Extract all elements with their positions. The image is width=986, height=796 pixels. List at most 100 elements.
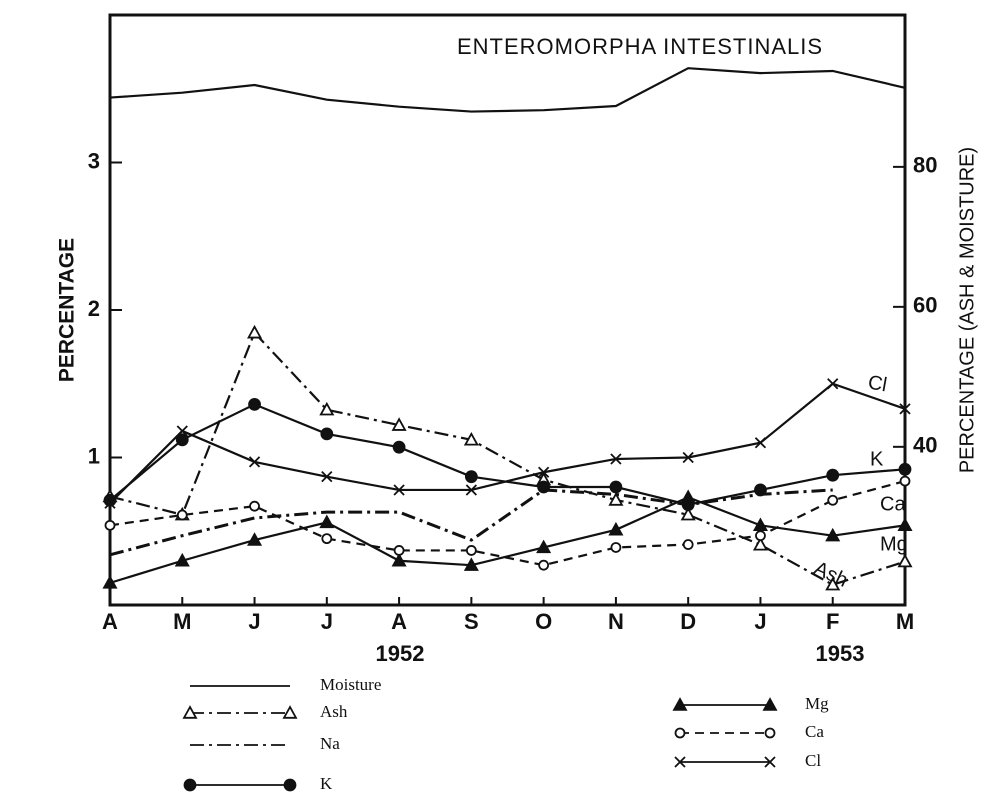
x-tick-label: S [464, 609, 479, 634]
marker [392, 440, 406, 454]
marker [825, 527, 841, 542]
marker [755, 530, 766, 542]
y2-tick-label: 40 [913, 433, 937, 458]
x-tick-label: M [896, 609, 914, 634]
series-inline-label: Ca [880, 493, 906, 515]
y2-tick-label: 60 [913, 293, 937, 318]
marker [393, 545, 405, 556]
marker [104, 497, 116, 509]
x-tick-label: A [102, 609, 118, 634]
marker [609, 480, 623, 494]
series-line [109, 403, 906, 506]
year-label: 1952 [376, 641, 425, 666]
marker [319, 401, 335, 416]
marker [682, 451, 694, 464]
year-label: 1953 [816, 641, 865, 666]
series-line [109, 496, 906, 584]
marker [674, 727, 686, 739]
series-inline-label: Cl [866, 371, 888, 396]
x-tick-label: J [248, 609, 260, 634]
x-tick-label: J [321, 609, 333, 634]
marker [610, 453, 622, 465]
marker [672, 697, 688, 711]
marker [249, 500, 260, 512]
series-inline-label: Mg [880, 533, 908, 555]
marker [103, 493, 117, 507]
marker [391, 552, 407, 567]
legend-label: Na [320, 734, 340, 753]
series-line [109, 330, 906, 586]
marker [536, 539, 552, 554]
y2-axis-label: PERCENTAGE (ASH & MOISTURE) [956, 147, 978, 473]
marker [174, 552, 190, 567]
series-inline-label: K [870, 448, 884, 470]
marker [827, 494, 839, 506]
marker [183, 778, 197, 792]
marker [321, 471, 333, 483]
marker [464, 470, 478, 484]
marker [608, 521, 624, 536]
marker [176, 425, 188, 437]
marker [104, 519, 116, 531]
marker [465, 545, 477, 556]
marker [393, 484, 405, 496]
marker [182, 705, 198, 719]
marker [754, 483, 767, 497]
marker [608, 492, 624, 506]
marker [463, 431, 479, 446]
marker [827, 378, 839, 390]
x-tick-label: N [608, 609, 624, 634]
marker [248, 456, 261, 468]
marker [752, 517, 768, 532]
marker [391, 417, 407, 431]
marker [176, 509, 188, 521]
marker [247, 532, 263, 546]
series-inline-label: Ash [811, 557, 852, 592]
series-line [109, 382, 906, 505]
marker [764, 756, 776, 768]
x-tick-label: D [680, 609, 696, 634]
legend-label: Mg [805, 694, 829, 713]
marker [680, 506, 696, 521]
marker [680, 489, 696, 504]
marker [825, 576, 841, 591]
marker [674, 756, 686, 768]
marker [897, 517, 913, 532]
legend-label: Moisture [320, 675, 381, 694]
x-tick-label: O [535, 609, 552, 634]
x-tick-label: F [826, 609, 839, 634]
marker [282, 705, 298, 719]
marker [175, 433, 189, 447]
marker [898, 462, 912, 476]
x-tick-label: M [173, 609, 191, 634]
legend-label: Ash [320, 702, 348, 721]
x-tick-label: A [391, 609, 407, 634]
chart-title: ENTEROMORPHA INTESTINALIS [457, 34, 823, 59]
series-line [109, 480, 906, 567]
legend-label: K [320, 774, 333, 793]
marker [321, 533, 333, 545]
x-tick-label: J [754, 609, 766, 634]
y-axis-label: PERCENTAGE [56, 238, 79, 382]
marker [826, 468, 840, 482]
legend-label: Cl [805, 751, 821, 770]
marker [762, 697, 778, 711]
marker [537, 480, 551, 494]
series-line [109, 488, 833, 557]
marker [248, 397, 261, 411]
y-tick-label: 3 [88, 148, 100, 173]
marker [899, 475, 911, 487]
y-tick-label: 1 [88, 443, 100, 468]
marker [465, 484, 478, 496]
marker [283, 778, 297, 792]
marker [610, 542, 622, 553]
series-line [109, 67, 906, 113]
marker [537, 466, 550, 478]
marker [897, 553, 913, 568]
marker [538, 559, 550, 571]
marker [320, 427, 334, 441]
marker [899, 403, 911, 415]
y-tick-label: 2 [88, 296, 100, 321]
marker [102, 575, 118, 589]
